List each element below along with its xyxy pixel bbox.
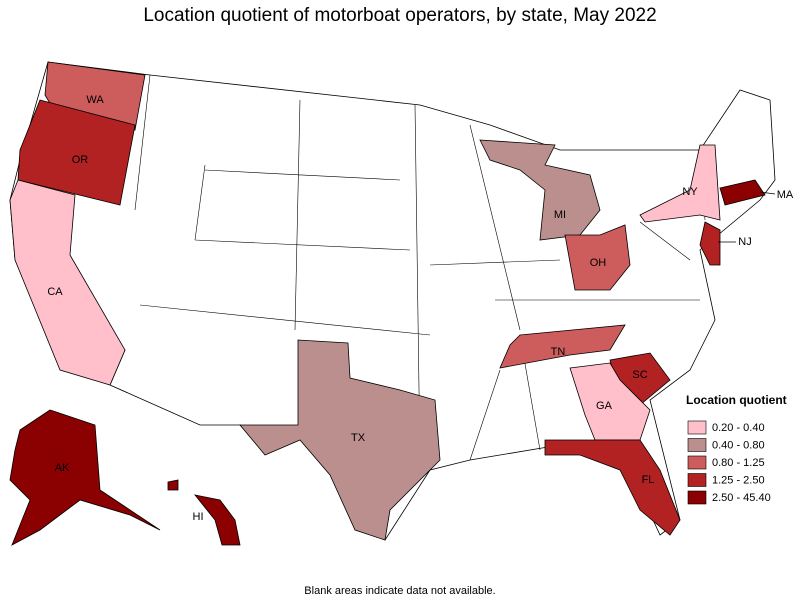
legend-label: 2.50 - 45.40 xyxy=(712,492,771,504)
state-label: CA xyxy=(47,286,63,298)
legend-label: 0.20 - 0.40 xyxy=(712,422,765,434)
interior-borders xyxy=(134,74,706,461)
legend: 0.20 - 0.40 0.40 - 0.80 0.80 - 1.25 1.25 - … xyxy=(687,420,771,505)
state-shape xyxy=(699,221,721,266)
state-label: TN xyxy=(551,346,566,358)
legend-swatch xyxy=(687,438,707,452)
state-shape xyxy=(544,439,681,536)
state-shape xyxy=(17,99,136,206)
state-label: TX xyxy=(351,432,366,444)
legend-swatch xyxy=(687,473,707,487)
state-shape xyxy=(167,479,241,546)
state-shape xyxy=(9,179,126,386)
state-labels: WA OR CA AK HI TX MI OH TN SC GA FL NY NJ MA xyxy=(47,94,794,523)
map-title: Location quotient of motorboat operators… xyxy=(143,5,656,26)
state-label: WA xyxy=(86,94,104,106)
state-label: FL xyxy=(642,474,655,486)
state-shape xyxy=(569,362,651,441)
legend-label: 0.80 - 1.25 xyxy=(712,457,765,469)
state-label: NJ xyxy=(738,236,751,248)
state-label: SC xyxy=(632,369,647,381)
legend-swatch xyxy=(687,420,707,435)
leader-lines xyxy=(718,191,776,243)
state-label: MA xyxy=(777,189,794,201)
state-label: OH xyxy=(590,257,607,269)
state-label: GA xyxy=(596,400,613,412)
legend-label: 0.40 - 0.80 xyxy=(712,439,765,451)
state-label: MI xyxy=(554,209,566,221)
state-shape xyxy=(719,179,766,206)
state-shape xyxy=(239,339,441,541)
state-shape xyxy=(9,409,161,546)
state-shape xyxy=(564,224,631,291)
states xyxy=(9,61,766,546)
state-label: NY xyxy=(682,186,698,198)
state-label: HI xyxy=(193,511,204,523)
footnote: Blank areas indicate data not available. xyxy=(304,585,495,597)
legend-swatch xyxy=(687,490,707,505)
state-label: OR xyxy=(72,154,89,166)
legend-title: Location quotient xyxy=(686,393,787,407)
legend-swatch xyxy=(687,455,707,470)
state-label: AK xyxy=(55,462,70,474)
state-shape xyxy=(639,144,721,223)
state-shape xyxy=(499,324,626,369)
legend-label: 1.25 - 2.50 xyxy=(712,474,765,486)
